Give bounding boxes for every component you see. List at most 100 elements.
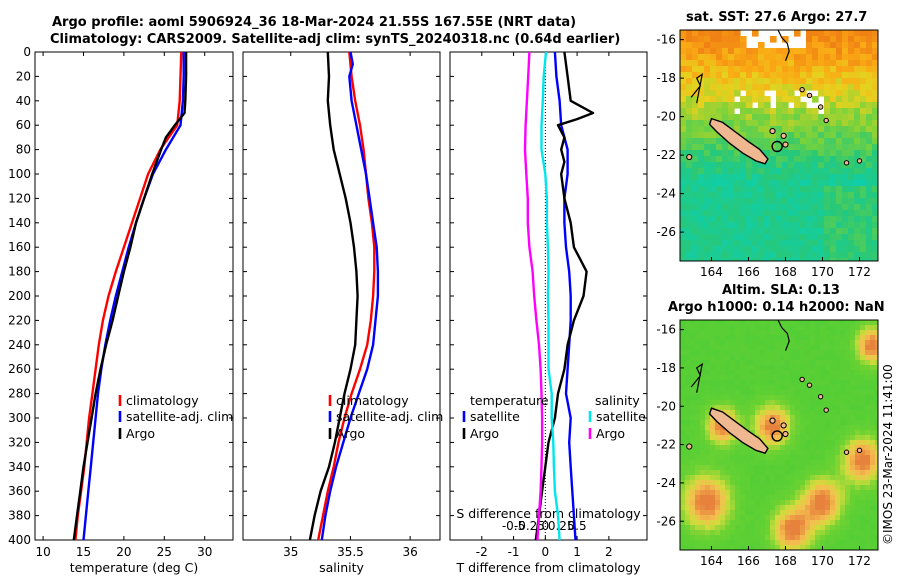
heatmap-cell	[720, 530, 726, 536]
heatmap-cell	[865, 410, 871, 416]
heatmap-cell	[685, 345, 691, 351]
heatmap-cell	[875, 525, 878, 531]
heatmap-cell	[710, 258, 717, 261]
heatmap-cell	[810, 385, 816, 391]
heatmap-cell	[830, 520, 836, 526]
heatmap-cell	[705, 320, 711, 326]
heatmap-cell	[698, 132, 705, 139]
heatmap-cell	[730, 545, 736, 550]
heatmap-cell	[692, 156, 699, 163]
heatmap-cell	[740, 460, 746, 466]
heatmap-cell	[794, 180, 801, 187]
heatmap-cell	[865, 365, 871, 371]
heatmap-cell	[720, 340, 726, 346]
heatmap-cell	[875, 545, 878, 550]
heatmap-cell	[795, 410, 801, 416]
heatmap-cell	[728, 162, 735, 169]
heatmap-cell	[835, 325, 841, 331]
heatmap-cell	[830, 365, 836, 371]
heatmap-cell	[835, 365, 841, 371]
heatmap-cell	[788, 198, 795, 205]
heatmap-cell	[755, 325, 761, 331]
heatmap-cell	[815, 485, 821, 491]
heatmap-cell	[745, 395, 751, 401]
heatmap-cell	[764, 246, 771, 253]
reef-outline	[690, 362, 704, 393]
heatmap-cell	[746, 204, 753, 211]
heatmap-cell	[818, 180, 825, 187]
heatmap-cell	[730, 415, 736, 421]
heatmap-cell	[850, 520, 856, 526]
heatmap-cell	[870, 510, 876, 516]
heatmap-cell	[695, 415, 701, 421]
heatmap-cell	[735, 355, 741, 361]
heatmap-cell	[795, 345, 801, 351]
heatmap-cell	[710, 360, 716, 366]
heatmap-cell	[720, 345, 726, 351]
heatmap-cell	[800, 54, 807, 61]
heatmap-cell	[735, 495, 741, 501]
heatmap-cell	[735, 350, 741, 356]
heatmap-cell	[810, 485, 816, 491]
heatmap-cell	[710, 530, 716, 536]
heatmap-cell	[854, 258, 861, 261]
heatmap-cell	[842, 36, 849, 43]
heatmap-cell	[690, 370, 696, 376]
heatmap-cell	[866, 78, 873, 85]
y-tick-label: 360	[8, 484, 31, 498]
heatmap-cell	[764, 204, 771, 211]
heatmap-cell	[872, 72, 878, 79]
heatmap-cell	[850, 410, 856, 416]
heatmap-cell	[842, 216, 849, 223]
heatmap-cell	[695, 515, 701, 521]
heatmap-cell	[750, 330, 756, 336]
heatmap-cell	[830, 480, 836, 486]
heatmap-cell	[755, 355, 761, 361]
heatmap-cell	[794, 204, 801, 211]
heatmap-cell	[680, 345, 686, 351]
heatmap-cell	[860, 360, 866, 366]
heatmap-cell	[686, 108, 693, 115]
heatmap-cell	[840, 520, 846, 526]
heatmap-cell	[735, 400, 741, 406]
heatmap-cell	[835, 395, 841, 401]
heatmap-cell	[805, 405, 811, 411]
heatmap-cell	[788, 78, 795, 85]
heatmap-cell	[865, 355, 871, 361]
heatmap-cell	[734, 186, 741, 193]
heatmap-cell	[704, 258, 711, 261]
heatmap-cell	[782, 174, 789, 181]
heatmap-cell	[770, 222, 777, 229]
heatmap-cell	[770, 325, 776, 331]
heatmap-cell	[835, 465, 841, 471]
heatmap-cell	[825, 505, 831, 511]
heatmap-cell	[785, 380, 791, 386]
heatmap-cell	[698, 228, 705, 235]
heatmap-cell	[830, 385, 836, 391]
heatmap-cell	[860, 210, 867, 217]
heatmap-cell	[836, 102, 843, 109]
heatmap-cell	[692, 144, 699, 151]
x-axis-label: T difference from climatology	[455, 560, 641, 575]
heatmap-cell	[764, 222, 771, 229]
map-frame	[679, 319, 879, 551]
heatmap-cell	[740, 102, 747, 109]
heatmap-cell	[790, 385, 796, 391]
heatmap-cell	[725, 505, 731, 511]
heatmap-cell	[752, 138, 759, 145]
heatmap-cell	[765, 480, 771, 486]
heatmap-cell	[704, 192, 711, 199]
heatmap-cell	[685, 420, 691, 426]
heatmap-cell	[875, 510, 878, 516]
heatmap-cell	[734, 72, 741, 79]
heatmap-cell	[700, 355, 706, 361]
heatmap-cell	[695, 475, 701, 481]
heatmap-cell	[854, 108, 861, 115]
heatmap-cell	[788, 90, 795, 97]
legend-satellite-label: satellite-adj. clim	[126, 409, 233, 424]
heatmap-cell	[800, 515, 806, 521]
heatmap-cell	[780, 370, 786, 376]
heatmap-cell	[776, 150, 783, 157]
heatmap-cell	[758, 168, 765, 175]
heatmap-cell	[695, 420, 701, 426]
